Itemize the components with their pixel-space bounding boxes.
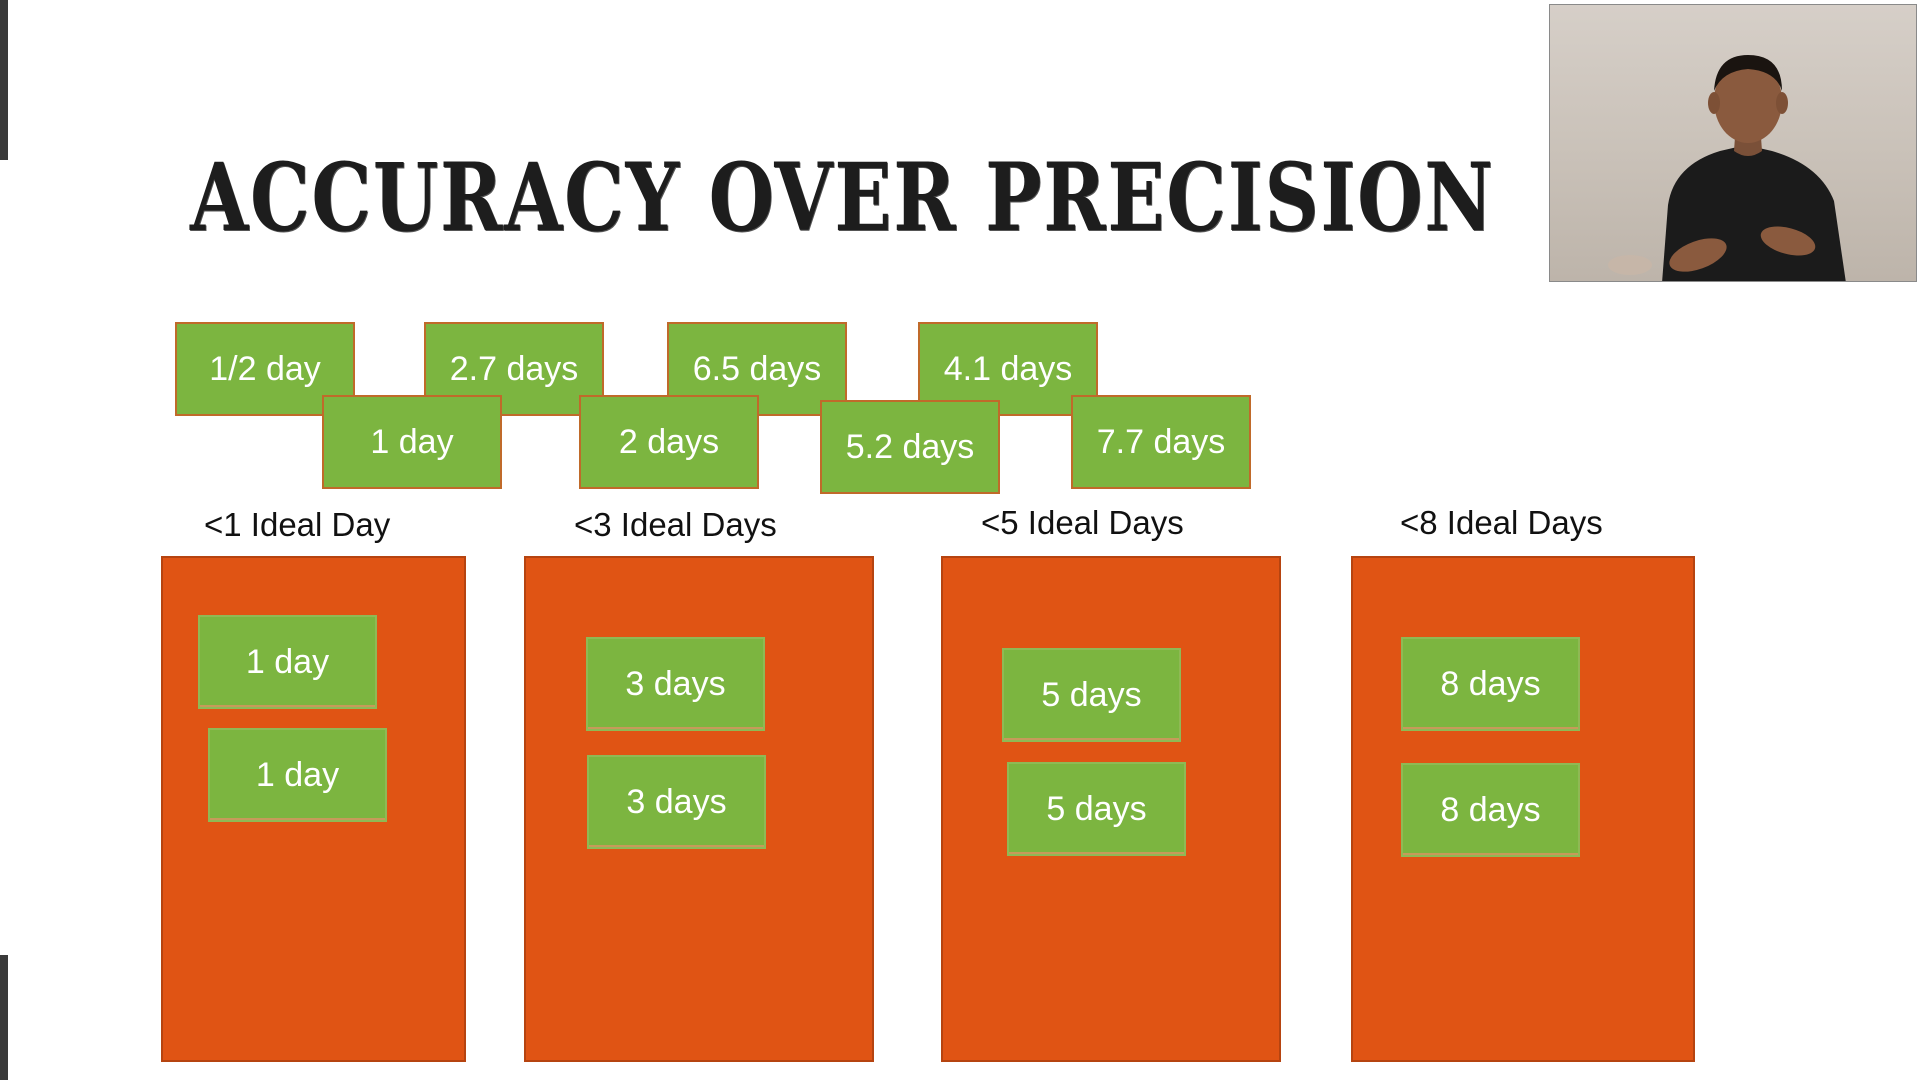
bucket-item-label: 1 day xyxy=(245,642,330,681)
estimate-label: 7.7 days xyxy=(1096,422,1226,461)
bucket-item-label: 3 days xyxy=(625,664,726,703)
bucket-item: 1 day xyxy=(208,728,387,822)
estimate-label: 2 days xyxy=(618,422,720,461)
estimate-label: 1 day xyxy=(370,422,454,461)
slide-title: ACCURACY OVER PRECISION xyxy=(190,143,1495,253)
bucket-item: 3 days xyxy=(586,637,765,731)
bucket-item: 5 days xyxy=(1002,648,1181,742)
estimate-label: 6.5 days xyxy=(692,349,822,388)
bucket-label: <8 Ideal Days xyxy=(1400,504,1603,541)
bucket-item: 1 day xyxy=(198,615,377,709)
estimate-box: 1 day xyxy=(322,395,502,489)
presenter-figure xyxy=(1608,55,1846,281)
bucket-item-label: 5 days xyxy=(1041,675,1142,714)
estimate-box: 5.2 days xyxy=(820,400,1000,494)
estimate-label: 5.2 days xyxy=(845,427,975,466)
estimate-label: 2.7 days xyxy=(449,349,579,388)
window-edge-bottom xyxy=(0,955,8,1080)
bucket-item-label: 8 days xyxy=(1440,790,1541,829)
bucket-item-label: 5 days xyxy=(1046,789,1147,828)
bucket-label: <3 Ideal Days xyxy=(574,506,777,543)
estimate-label: 4.1 days xyxy=(943,349,1073,388)
bucket-item: 8 days xyxy=(1401,763,1580,857)
bucket-item-label: 8 days xyxy=(1440,664,1541,703)
bucket-item-label: 1 day xyxy=(255,755,340,794)
estimate-box: 4.1 days xyxy=(918,322,1098,416)
estimate-box: 7.7 days xyxy=(1071,395,1251,489)
bucket-item: 3 days xyxy=(587,755,766,849)
bucket-label: <5 Ideal Days xyxy=(981,504,1184,541)
bucket-item: 5 days xyxy=(1007,762,1186,856)
window-edge-top xyxy=(0,0,8,160)
bucket-label: <1 Ideal Day xyxy=(204,506,391,543)
estimate-label: 1/2 day xyxy=(209,349,321,388)
presenter-webcam xyxy=(1549,4,1917,282)
bucket-item-label: 3 days xyxy=(626,782,727,821)
estimate-box: 2 days xyxy=(579,395,759,489)
bucket-item: 8 days xyxy=(1401,637,1580,731)
